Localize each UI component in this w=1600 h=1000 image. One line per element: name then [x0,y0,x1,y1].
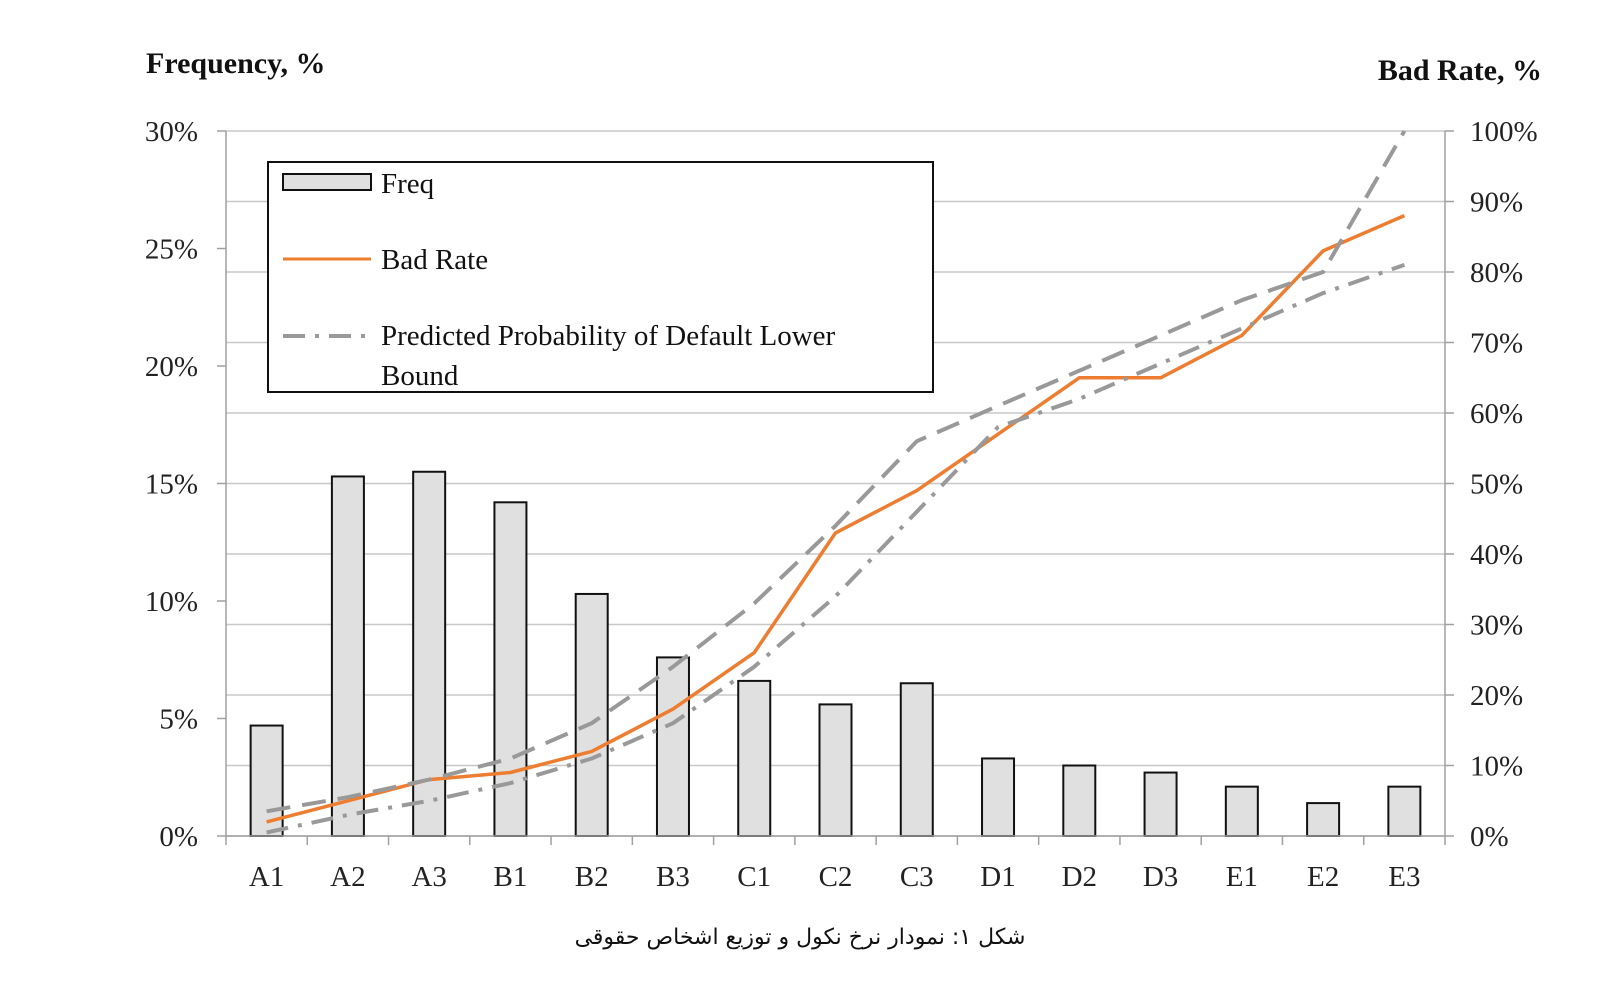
bar-e2 [1306,802,1341,837]
x-tick-label-d3: D3 [1143,861,1178,893]
right-axis-title: Bad Rate, % [1378,54,1542,87]
bar-c1 [737,679,772,838]
legend: Freq Bad Rate Predicted Probability of D… [267,161,934,393]
left-axis-title: Frequency, % [146,47,325,80]
legend-box [267,161,934,393]
x-tick-label-b2: B2 [575,861,609,893]
left-tick-label: 5% [159,704,198,736]
x-tick-label-b1: B1 [494,861,528,893]
bar-c3 [899,682,934,837]
axes [217,130,1454,845]
right-tick-label: 10% [1470,751,1523,783]
legend-label-pd-line1: Predicted Probability of Default Lower [381,320,836,352]
left-tick-label: 20% [145,351,198,383]
legend-swatch-freq [282,173,372,191]
right-tick-label: 100% [1470,116,1538,148]
legend-label-pd: Predicted Probability of Default Lower B… [381,320,842,392]
left-tick-label: 10% [145,586,198,618]
left-tick-label: 25% [145,234,198,266]
right-tick-label: 0% [1470,821,1509,853]
x-tick-label-d2: D2 [1062,861,1097,893]
x-tick-label-e1: E1 [1226,861,1258,893]
x-tick-label-a2: A2 [330,861,365,893]
bar-d3 [1143,771,1178,837]
bar-e1 [1224,785,1259,838]
x-tick-label-c1: C1 [737,861,771,893]
bar-d2 [1062,764,1097,837]
x-tick-label-a3: A3 [411,861,446,893]
x-tick-label-d1: D1 [980,861,1015,893]
left-tick-labels: 0% 5% 10% 15% 20% 25% 30% [145,116,198,853]
right-tick-label: 30% [1470,610,1523,642]
right-tick-label: 40% [1470,539,1523,571]
figure-caption: شکل ۱: نمودار نرخ نکول و توزیع اشخاص حقو… [574,925,1026,950]
x-tick-label-c3: C3 [900,861,934,893]
x-tick-label-e2: E2 [1307,861,1339,893]
x-tick-label-c2: C2 [819,861,853,893]
x-tick-label-a1: A1 [249,861,284,893]
bar-b1 [493,501,528,837]
bar-b3 [655,656,690,838]
bar-e3 [1387,785,1422,838]
right-tick-label: 20% [1470,680,1523,712]
x-tick-labels: A1 A2 A3 B1 B2 B3 C1 C2 C3 D1 D2 D3 E1 E2 E3 [249,861,1421,893]
bar-a3 [412,470,447,837]
legend-label-bad-rate: Bad Rate [381,244,488,276]
left-tick-label: 30% [145,116,198,148]
line-series [266,130,1407,835]
bar-a2 [330,475,365,837]
right-tick-labels: 0% 10% 20% 30% 40% 50% 60% 70% 80% 90% 100% [1470,116,1538,853]
left-tick-label: 0% [159,821,198,853]
bar-c2 [818,703,853,838]
right-tick-label: 70% [1470,328,1523,360]
x-tick-label-b3: B3 [656,861,690,893]
left-tick-label: 15% [145,469,198,501]
line-dashdot-series [266,263,1406,835]
right-tick-label: 60% [1470,398,1523,430]
bar-d1 [981,757,1016,838]
bar-series [249,470,1422,838]
line-bad-rate [266,213,1406,824]
x-tick-label-e3: E3 [1388,861,1420,893]
right-tick-label: 80% [1470,257,1523,289]
right-tick-label: 90% [1470,187,1523,219]
right-tick-label: 50% [1470,469,1523,501]
legend-label-pd-line2: Bound [381,360,459,392]
bar-b2 [574,592,609,838]
legend-label-freq: Freq [381,168,434,200]
